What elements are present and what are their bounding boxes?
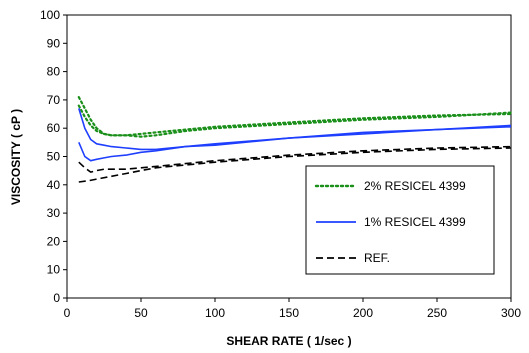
y-tick-label: 60 [47, 121, 61, 135]
series-line-1-1 [77, 95, 513, 137]
y-tick-label: 50 [47, 150, 61, 164]
y-tick-label: 10 [47, 263, 61, 277]
series-line-3-2 [78, 147, 512, 183]
x-tick-label: 200 [353, 306, 373, 320]
y-tick-label: 40 [47, 178, 61, 192]
x-tick-label: 150 [279, 306, 299, 320]
y-tick-label: 30 [47, 206, 61, 220]
y-tick-label: 20 [47, 234, 61, 248]
x-axis-title: SHEAR RATE ( 1/sec ) [226, 334, 351, 348]
legend: 2% RESICEL 4399 1% RESICEL 4399 REF. [305, 165, 495, 275]
legend-label-3: REF. [364, 251, 390, 265]
y-tick-label: 0 [53, 291, 60, 305]
legend-label-1: 2% RESICEL 4399 [364, 179, 466, 193]
y-tick-label: 80 [47, 65, 61, 79]
y-axis-title: VISCOSITY ( cP ) [9, 109, 23, 205]
series-line-2-1 [78, 108, 512, 151]
x-tick-label: 250 [427, 306, 447, 320]
legend-box [305, 165, 495, 275]
x-tick-label: 0 [64, 306, 71, 320]
x-tick-label: 50 [134, 306, 148, 320]
y-tick-label: 70 [47, 93, 61, 107]
series-line-3-1 [78, 145, 512, 173]
y-tick-label: 90 [47, 36, 61, 50]
series-line-2-2 [78, 126, 512, 162]
legend-label-2: 1% RESICEL 4399 [364, 215, 466, 229]
x-tick-label: 100 [205, 306, 225, 320]
x-tick-label: 300 [501, 306, 521, 320]
y-tick-label: 100 [40, 8, 60, 22]
series-line-1-2 [77, 104, 513, 138]
axis-ticks: 0 10 20 30 40 50 60 70 80 90 100 0 50 100 150 200 250 300 [40, 8, 521, 320]
